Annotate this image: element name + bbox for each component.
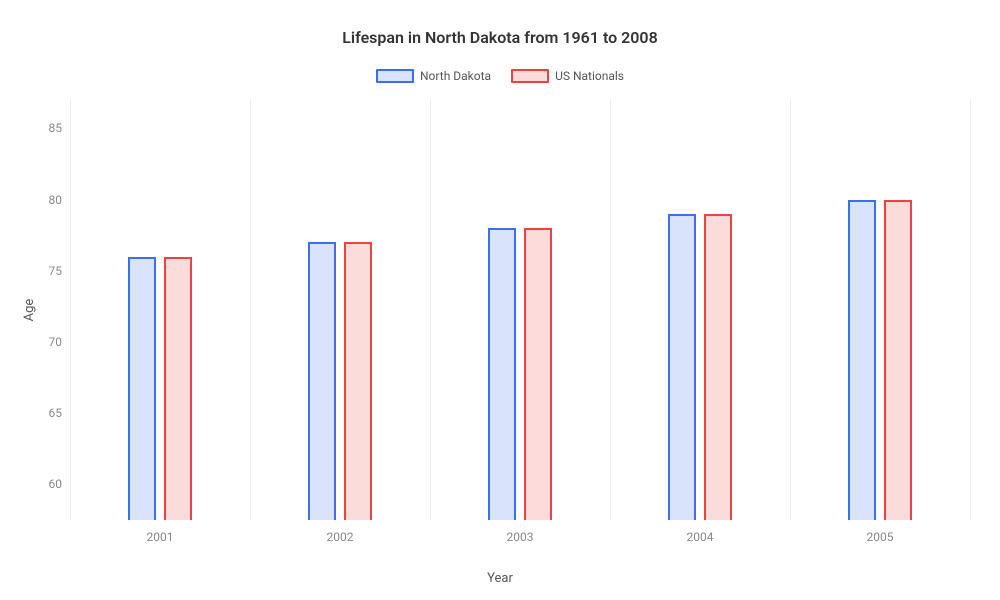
legend-item: North Dakota (376, 69, 491, 83)
legend-label: North Dakota (420, 69, 491, 83)
x-tick-label: 2003 (507, 530, 534, 544)
x-tick-label: 2002 (327, 530, 354, 544)
x-tick-label: 2005 (867, 530, 894, 544)
y-tick-label: 80 (49, 193, 63, 207)
chart-container: Lifespan in North Dakota from 1961 to 20… (0, 0, 1000, 600)
grid-line (970, 100, 971, 520)
grid-line (790, 100, 791, 520)
y-tick-label: 60 (49, 477, 63, 491)
legend-swatch-1 (511, 69, 549, 83)
bar (848, 200, 876, 520)
grid-line (430, 100, 431, 520)
plot-area: 20012002200320042005606570758085 (70, 100, 970, 520)
legend: North Dakota US Nationals (0, 69, 1000, 83)
legend-swatch-0 (376, 69, 414, 83)
y-tick-label: 85 (49, 121, 63, 135)
bar (128, 257, 156, 520)
x-tick-label: 2001 (147, 530, 174, 544)
grid-line (70, 100, 71, 520)
grid-line (250, 100, 251, 520)
bar (164, 257, 192, 520)
bar (308, 242, 336, 520)
bar (668, 214, 696, 520)
legend-item: US Nationals (511, 69, 624, 83)
bar (344, 242, 372, 520)
chart-title: Lifespan in North Dakota from 1961 to 20… (0, 0, 1000, 47)
grid-line (610, 100, 611, 520)
x-axis-label: Year (487, 571, 513, 586)
legend-label: US Nationals (555, 69, 624, 83)
bar (884, 200, 912, 520)
bar (524, 228, 552, 520)
bar (704, 214, 732, 520)
y-tick-label: 65 (49, 406, 63, 420)
bar (488, 228, 516, 520)
y-axis-label: Age (22, 299, 37, 322)
y-tick-label: 70 (49, 335, 63, 349)
y-tick-label: 75 (49, 264, 63, 278)
x-tick-label: 2004 (687, 530, 714, 544)
